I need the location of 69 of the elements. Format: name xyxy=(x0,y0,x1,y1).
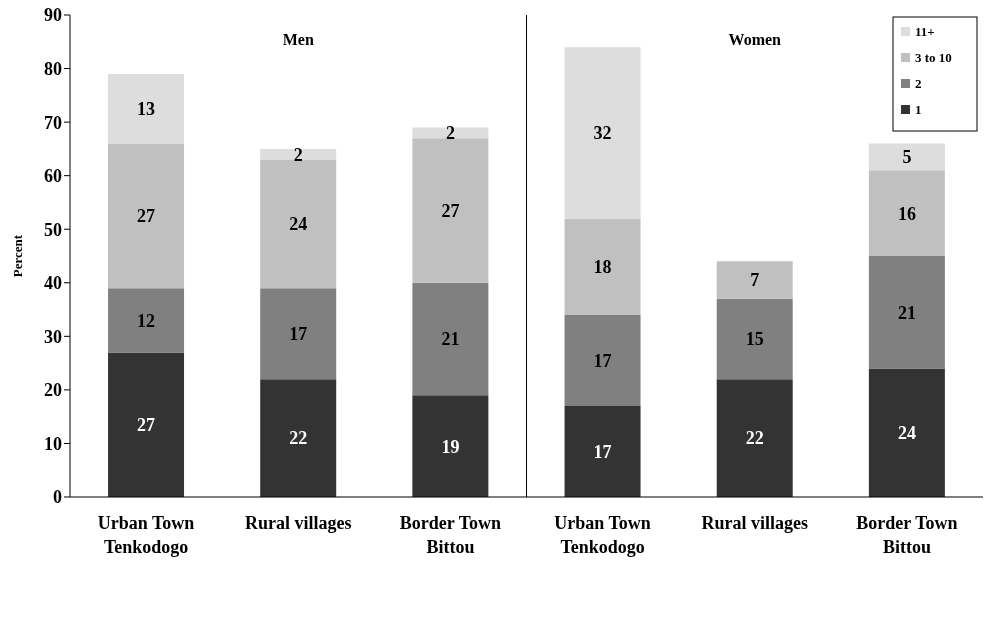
x-tick-label: Rural villages xyxy=(245,513,352,533)
legend-label: 11+ xyxy=(915,24,935,39)
bar xyxy=(412,395,489,497)
data-label: 17 xyxy=(593,441,612,462)
data-label: 21 xyxy=(441,329,460,350)
legend-label: 3 to 10 xyxy=(915,50,952,65)
bar xyxy=(564,218,641,315)
data-label: 16 xyxy=(897,203,916,224)
data-label: 32 xyxy=(593,123,612,144)
legend-label: 1 xyxy=(915,102,922,117)
data-label: 22 xyxy=(745,428,764,449)
bar xyxy=(108,143,185,289)
bar xyxy=(412,138,489,283)
x-tick-label: Urban Town Tenkodogo xyxy=(97,513,195,557)
y-tick-label: 70 xyxy=(44,112,62,133)
data-label: 19 xyxy=(441,436,460,457)
bar xyxy=(108,288,185,353)
bar xyxy=(260,379,337,497)
bar xyxy=(108,73,185,144)
data-label: 27 xyxy=(137,415,156,436)
data-label: 2 xyxy=(445,123,455,144)
bar xyxy=(108,352,185,497)
bar xyxy=(412,127,489,139)
bar xyxy=(260,288,337,380)
data-label: 24 xyxy=(289,214,308,235)
x-tick-label: Urban Town Tenkodogo xyxy=(554,513,651,557)
bar xyxy=(716,298,793,380)
y-tick-label: 90 xyxy=(44,5,62,26)
data-label: 17 xyxy=(289,324,308,345)
y-tick-label: 30 xyxy=(44,326,62,347)
data-label: 27 xyxy=(137,206,156,227)
bar xyxy=(564,405,641,497)
data-label: 24 xyxy=(897,423,916,444)
bar xyxy=(868,368,945,497)
y-tick-label: 40 xyxy=(44,273,62,294)
bar xyxy=(412,282,489,396)
bar xyxy=(868,170,945,256)
bar xyxy=(564,314,641,406)
data-label: 7 xyxy=(750,270,760,291)
annotation: Men xyxy=(282,31,314,48)
x-tick-label: Border Town Bittou xyxy=(856,513,958,557)
bar xyxy=(564,47,641,219)
data-label: 17 xyxy=(593,350,612,371)
bar xyxy=(260,148,337,160)
bar xyxy=(868,143,945,171)
bar xyxy=(868,256,945,369)
legend-label: 2 xyxy=(915,76,922,91)
data-label: 13 xyxy=(137,99,156,120)
data-label: 2 xyxy=(293,144,303,165)
data-label: 21 xyxy=(897,302,916,323)
data-label: 22 xyxy=(289,428,308,449)
y-tick-label: 60 xyxy=(44,166,62,187)
x-tick-label: Border Town Bittou xyxy=(399,513,502,557)
data-label: 27 xyxy=(441,200,460,221)
data-label: 18 xyxy=(593,257,612,278)
annotation: Women xyxy=(728,31,782,48)
y-tick-label: 20 xyxy=(44,380,62,401)
bar xyxy=(716,379,793,497)
data-label: 12 xyxy=(137,310,156,331)
y-axis-title: Percent xyxy=(10,234,25,278)
y-tick-label: 80 xyxy=(44,58,62,79)
bar xyxy=(716,261,793,299)
data-label: 5 xyxy=(902,147,912,168)
y-tick-label: 50 xyxy=(44,219,62,240)
data-label: 15 xyxy=(745,329,764,350)
y-tick-label: 10 xyxy=(44,433,62,454)
y-tick-label: 0 xyxy=(53,487,62,508)
x-tick-label: Rural villages xyxy=(701,513,808,533)
bar xyxy=(260,159,337,289)
